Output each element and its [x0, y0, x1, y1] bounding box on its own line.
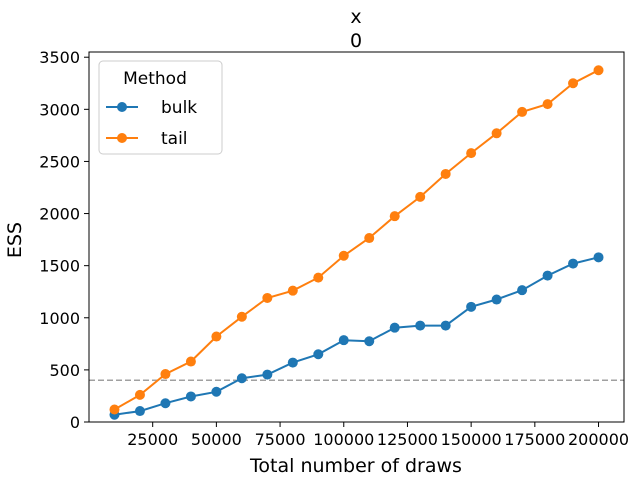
y-tick-label: 2500	[39, 152, 80, 171]
data-point-bulk	[185, 391, 196, 402]
data-point-tail	[517, 106, 528, 117]
chart-subtitle: 0	[350, 30, 362, 52]
data-point-tail	[211, 331, 222, 342]
data-point-tail	[491, 128, 502, 139]
y-tick-label: 500	[49, 361, 80, 380]
data-point-tail	[542, 99, 553, 110]
legend: Method bulk tail	[98, 60, 223, 155]
data-point-bulk	[389, 322, 400, 333]
x-tick-label: 100000	[313, 430, 374, 449]
data-point-tail	[109, 404, 120, 415]
legend-label-bulk: bulk	[161, 98, 197, 118]
x-tick-label: 125000	[377, 430, 438, 449]
x-tick-label: 150000	[441, 430, 502, 449]
y-tick-label: 1000	[39, 309, 80, 328]
data-point-bulk	[287, 357, 298, 368]
data-point-tail	[415, 191, 426, 202]
data-point-bulk	[542, 270, 553, 281]
legend-frame	[98, 60, 223, 155]
data-point-bulk	[211, 386, 222, 397]
x-tick-label: 200000	[568, 430, 629, 449]
plot-area: 25000 50000 75000 100000 125000 150000 175000 2…	[39, 48, 629, 449]
series-line-tail	[114, 69, 599, 411]
legend-marker-tail	[117, 133, 127, 143]
data-point-tail	[236, 311, 247, 322]
series-line-bulk	[114, 256, 599, 416]
x-tick-label: 75000	[255, 430, 306, 449]
x-tick-label: 25000	[127, 430, 178, 449]
data-point-tail	[364, 233, 375, 244]
x-axis-label: Total number of draws	[249, 455, 462, 477]
x-tick-label: 175000	[504, 430, 565, 449]
y-tick-label: 0	[70, 413, 80, 432]
data-point-bulk	[313, 349, 324, 360]
legend-label-tail: tail	[161, 129, 188, 149]
data-point-tail	[160, 369, 171, 380]
data-point-bulk	[236, 373, 247, 384]
data-point-bulk	[160, 398, 171, 409]
data-point-bulk	[364, 336, 375, 347]
data-point-tail	[593, 65, 604, 76]
data-point-bulk	[415, 320, 426, 331]
data-point-tail	[440, 168, 451, 179]
legend-title: Method	[123, 69, 187, 89]
data-point-tail	[287, 285, 298, 296]
data-point-tail	[466, 148, 477, 159]
y-axis-label: ESS	[4, 222, 26, 258]
y-tick-label: 3500	[39, 48, 80, 67]
data-point-tail	[338, 250, 349, 261]
x-tick-label: 50000	[191, 430, 242, 449]
data-point-tail	[313, 272, 324, 283]
legend-marker-bulk	[117, 102, 127, 112]
data-point-bulk	[517, 285, 528, 296]
y-tick-label: 2000	[39, 205, 80, 224]
data-point-tail	[134, 389, 145, 400]
data-point-tail	[389, 211, 400, 222]
data-point-tail	[568, 78, 579, 89]
data-point-bulk	[262, 369, 273, 380]
y-tick-label: 1500	[39, 257, 80, 276]
data-point-bulk	[134, 406, 145, 417]
data-point-bulk	[466, 301, 477, 312]
data-point-bulk	[568, 258, 579, 269]
data-point-tail	[262, 292, 273, 303]
axes-frame	[88, 51, 625, 423]
data-point-bulk	[440, 320, 451, 331]
data-point-bulk	[491, 294, 502, 305]
y-tick-label: 3000	[39, 100, 80, 119]
data-point-tail	[185, 356, 196, 367]
data-point-bulk	[338, 335, 349, 346]
data-point-bulk	[593, 252, 604, 263]
chart-title: x	[350, 6, 361, 28]
